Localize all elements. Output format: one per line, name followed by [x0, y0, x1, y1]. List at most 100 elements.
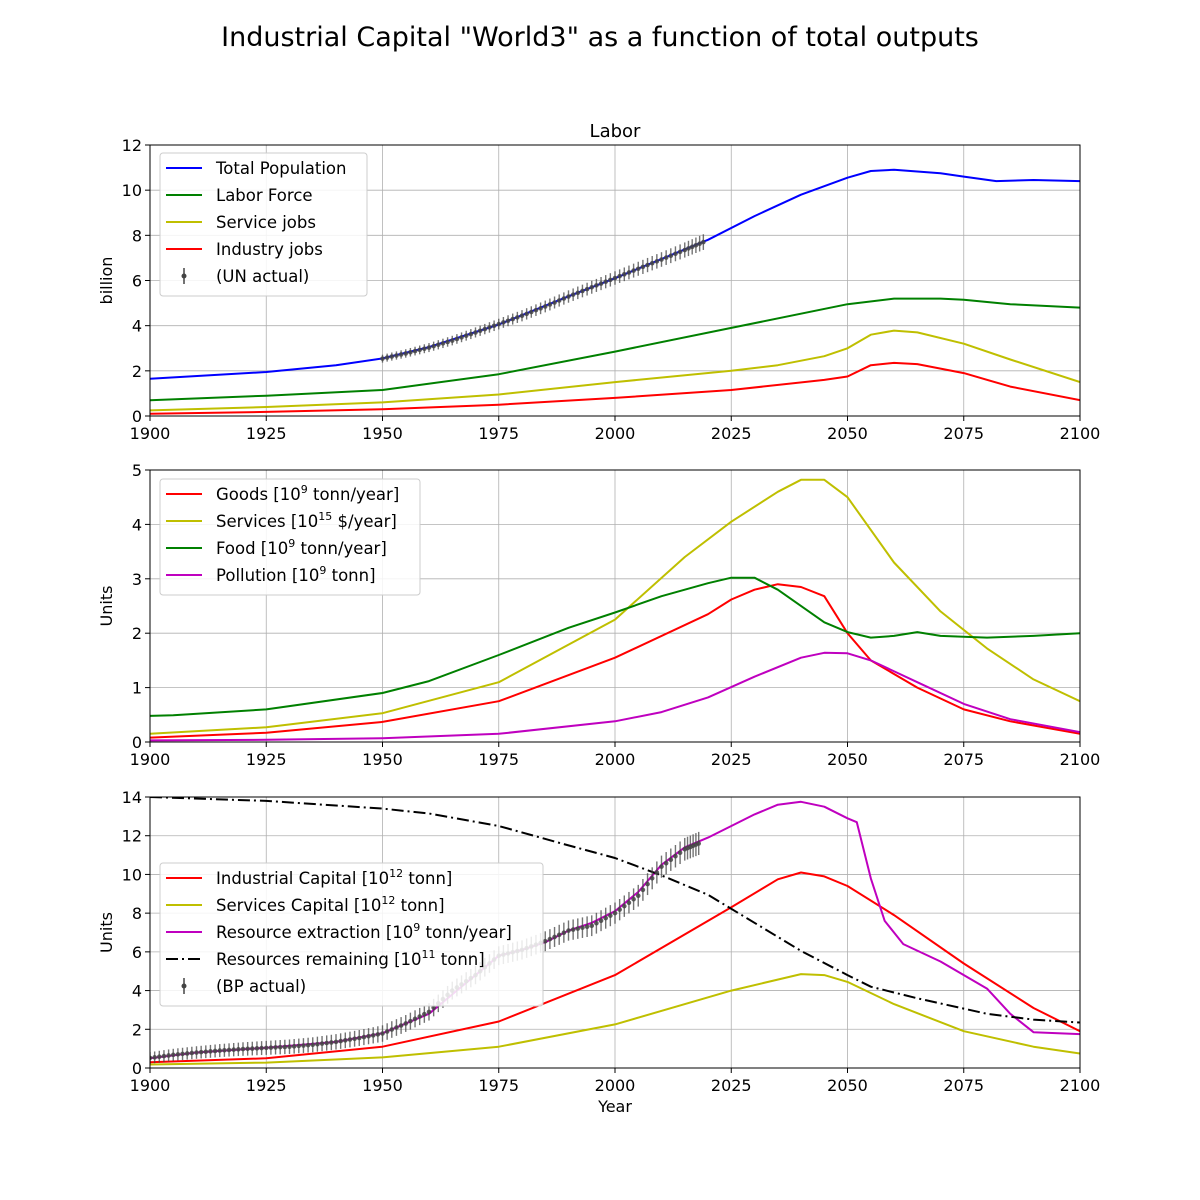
observed-point	[552, 934, 557, 940]
figure-title: Industrial Capital "World3" as a functio…	[221, 22, 979, 53]
observed-point	[626, 900, 632, 905]
observed-point	[533, 307, 539, 313]
observed-point	[547, 302, 553, 307]
observed-point	[445, 339, 450, 345]
observed-point	[584, 924, 590, 929]
observed-point	[668, 253, 674, 259]
observed-point	[231, 1047, 236, 1052]
observed-point	[677, 249, 683, 255]
observed-point	[157, 1054, 162, 1059]
observed-point	[277, 1044, 283, 1050]
observed-point	[198, 1049, 204, 1055]
observed-point	[584, 286, 590, 292]
observed-point	[603, 279, 608, 285]
observed-point	[426, 345, 432, 350]
y-tick-label: 2	[132, 362, 142, 381]
observed-point	[617, 907, 622, 912]
y-tick-label: 0	[132, 733, 142, 752]
x-tick-label: 2000	[595, 424, 636, 443]
observed-point	[640, 887, 646, 893]
observed-point	[212, 1048, 218, 1054]
legend-label: Industrial Capital [1012 tonn]	[216, 867, 452, 888]
observed-point	[375, 1032, 381, 1037]
observed-point	[473, 330, 478, 335]
y-tick-label: 3	[132, 570, 142, 589]
observed-point	[608, 277, 613, 283]
legend-label: Total Population	[215, 159, 346, 178]
observed-point	[319, 1041, 325, 1046]
observed-point	[556, 932, 562, 938]
y-tick-label: 0	[132, 1059, 142, 1078]
observed-point	[408, 1018, 413, 1024]
observed-point	[542, 304, 548, 309]
y-tick-label: 4	[132, 317, 142, 336]
observed-point	[333, 1039, 339, 1045]
observed-point	[398, 1023, 404, 1028]
observed-point	[370, 1033, 376, 1038]
observed-point	[575, 926, 581, 931]
observed-point	[631, 896, 636, 902]
y-tick-label: 12	[122, 827, 142, 846]
observed-point	[589, 284, 595, 290]
observed-point	[617, 273, 622, 279]
series-group	[150, 478, 1080, 742]
legend-label: Services [1015 $/year]	[216, 510, 397, 531]
observed-point	[538, 306, 543, 311]
series-line-4	[150, 361, 1080, 415]
observed-point	[649, 876, 655, 881]
observed-point	[194, 1050, 199, 1055]
observed-point	[449, 338, 455, 343]
x-axis-label: Year	[597, 1097, 632, 1116]
y-tick-label: 2	[132, 624, 142, 643]
observed-point	[291, 1044, 297, 1049]
observed-point	[236, 1047, 241, 1052]
observed-point	[417, 1014, 423, 1019]
y-tick-label: 8	[132, 904, 142, 923]
observed-point	[282, 1044, 288, 1050]
observed-point	[552, 300, 557, 305]
observed-point	[250, 1046, 255, 1051]
x-tick-label: 1925	[246, 750, 287, 769]
chart-panel-2: 1900 1925 1950 1975 2000 2025 2050 2075 2100 0 1 2 3…	[97, 461, 1100, 769]
x-tick-label: 2100	[1060, 1076, 1101, 1095]
observed-point	[645, 262, 650, 268]
observed-point	[422, 346, 427, 352]
observed-point	[384, 1029, 390, 1034]
observed-point	[612, 910, 618, 916]
observed-point	[315, 1041, 320, 1047]
observed-point	[622, 272, 627, 277]
observed-data-series	[380, 234, 706, 363]
y-tick-label: 8	[132, 226, 142, 245]
observed-point	[673, 853, 678, 859]
observed-point	[519, 313, 525, 319]
y-tick-label: 0	[132, 407, 142, 426]
observed-point	[635, 266, 641, 272]
observed-point	[594, 283, 599, 288]
observed-point	[180, 1051, 185, 1057]
observed-point	[598, 281, 604, 286]
observed-point	[403, 1021, 409, 1026]
observed-point	[394, 1025, 399, 1030]
observed-point	[682, 247, 688, 253]
x-tick-label: 2050	[827, 424, 868, 443]
observed-point	[556, 298, 562, 303]
observed-point	[384, 355, 390, 360]
observed-point	[561, 930, 567, 935]
observed-point	[203, 1049, 209, 1055]
observed-point	[589, 923, 595, 929]
observed-point	[566, 928, 571, 933]
legend-label: Labor Force	[216, 186, 313, 205]
legend: Industrial Capital [1012 tonn] Services C…	[159, 862, 544, 1007]
observed-point	[329, 1040, 334, 1045]
series-line-1	[150, 871, 1080, 1064]
chart-panel-1: 1900 1925 1950 1975 2000 2025 2050 2075 2100 0 2 4 6…	[97, 121, 1100, 443]
x-tick-label: 1900	[130, 424, 171, 443]
observed-point	[575, 290, 581, 296]
legend: Total Population Labor Force Service jobs I…	[159, 152, 368, 297]
legend-box	[159, 152, 368, 297]
observed-point	[161, 1053, 167, 1059]
observed-point	[412, 1016, 418, 1022]
observed-point	[663, 860, 669, 866]
observed-point	[594, 920, 599, 926]
